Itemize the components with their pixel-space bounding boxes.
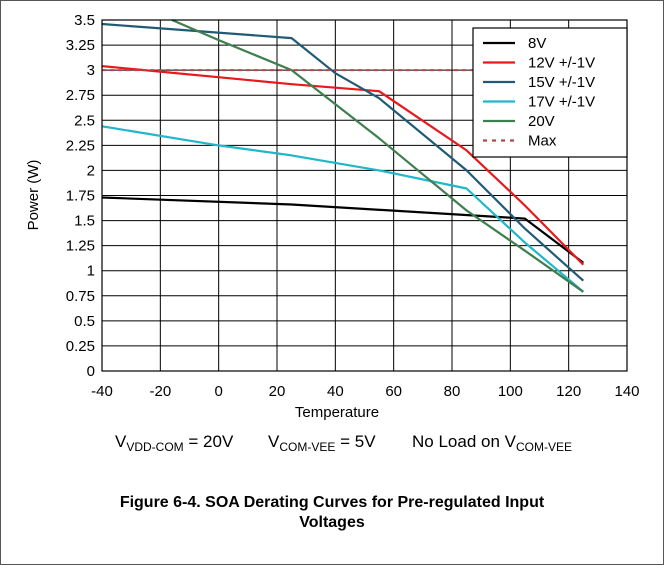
x-tick-label: -20	[149, 383, 171, 400]
caption-line-1: Figure 6-4. SOA Derating Curves for Pre-…	[119, 494, 545, 511]
y-tick-label: 2.25	[66, 137, 95, 154]
y-tick-label: 1.75	[66, 188, 95, 205]
y-tick-label: 2.5	[74, 112, 95, 129]
y-tick-label: 2	[87, 162, 95, 179]
x-tick-label: 80	[444, 383, 461, 400]
series-line-20v	[171, 18, 584, 293]
x-tick-label: 40	[327, 383, 344, 400]
condition-com-vee: VCOM-VEE = 5V	[268, 432, 376, 454]
x-tick-label: 120	[556, 383, 581, 400]
legend-label: 15V +/-1V	[528, 74, 595, 91]
x-tick-label: 100	[498, 383, 523, 400]
y-tick-label: 0.75	[66, 288, 95, 305]
caption-line-2: Voltages	[299, 514, 365, 531]
y-tick-label: 0.25	[66, 338, 95, 355]
y-axis-label: Power (W)	[25, 160, 42, 231]
y-tick-labels: 0 0.25 0.5 0.75 1 1.25 1.5 1.75 2 2.25 2.5 2.75 3 3.2…	[66, 12, 95, 380]
y-tick-label: 2.75	[66, 87, 95, 104]
y-tick-label: 3.25	[66, 37, 95, 54]
legend-label: 8V	[528, 35, 546, 52]
x-axis-label: Temperature	[295, 404, 379, 421]
soa-derating-chart: -40 -20 0 20 40 60 80 100 120 140 0 0.25 0.5 0.75 1 1.…	[25, 12, 640, 421]
legend-label: 20V	[528, 113, 555, 130]
y-tick-label: 3	[87, 62, 95, 79]
x-tick-label: 20	[269, 383, 286, 400]
legend: 8V 12V +/-1V 15V +/-1V 17V +/-1V 20V Max	[472, 27, 628, 158]
series-line-15v-1v	[101, 22, 585, 282]
plot-border	[101, 19, 628, 372]
y-tick-label: 0.5	[74, 313, 95, 330]
condition-vdd-com: VVDD-COM = 20V	[115, 432, 234, 454]
y-tick-label: 1.5	[74, 213, 95, 230]
legend-label: 12V +/-1V	[528, 55, 595, 72]
legend-box	[472, 27, 628, 158]
figure-caption: Figure 6-4. SOA Derating Curves for Pre-…	[0, 493, 664, 533]
condition-no-load: No Load on VCOM-VEE	[412, 432, 572, 454]
x-tick-label: -40	[91, 383, 113, 400]
x-tick-label: 0	[214, 383, 222, 400]
y-tick-label: 1.25	[66, 238, 95, 255]
legend-label: 17V +/-1V	[528, 94, 595, 111]
x-tick-labels: -40 -20 0 20 40 60 80 100 120 140	[91, 383, 639, 400]
series-line-12v-1v	[101, 65, 585, 266]
x-tick-label: 140	[614, 383, 639, 400]
y-tick-label: 3.5	[74, 12, 95, 29]
series-line-8v	[101, 196, 584, 264]
legend-label: Max	[528, 133, 557, 150]
x-tick-label: 60	[385, 383, 402, 400]
y-tick-label: 0	[87, 363, 95, 380]
series-line-17v-1v	[101, 125, 585, 293]
y-tick-label: 1	[87, 263, 95, 280]
